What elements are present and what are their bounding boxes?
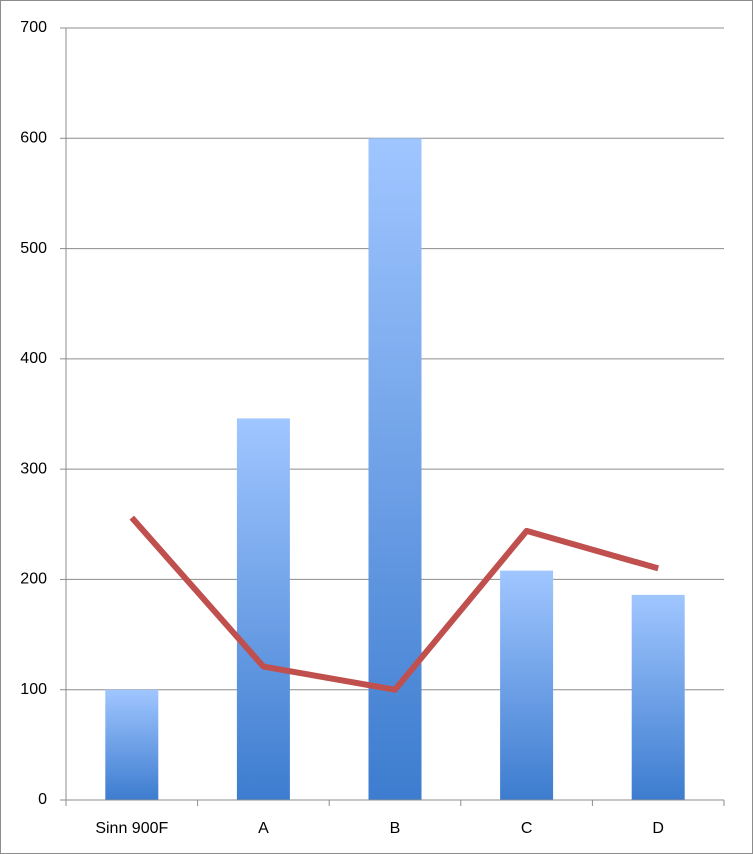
y-tick-label: 300	[20, 460, 47, 477]
y-tick-label: 600	[20, 130, 47, 147]
y-tick-label: 500	[20, 240, 47, 257]
y-tick-label: 400	[20, 350, 47, 367]
bar	[236, 418, 290, 800]
y-tick-label: 0	[38, 791, 47, 808]
line	[129, 515, 660, 693]
x-tick-label: A	[258, 820, 269, 837]
x-tick-label: B	[390, 820, 401, 837]
y-tick-label: 700	[20, 19, 47, 36]
y-tick-label: 100	[20, 681, 47, 698]
x-tick-label: Sinn 900F	[95, 820, 168, 837]
bar	[368, 138, 422, 801]
bar	[631, 594, 685, 800]
x-tick-label: C	[521, 820, 533, 837]
bar	[500, 570, 554, 800]
y-tick-label: 200	[20, 571, 47, 588]
x-tick-label: D	[652, 820, 664, 837]
bar	[105, 689, 159, 800]
